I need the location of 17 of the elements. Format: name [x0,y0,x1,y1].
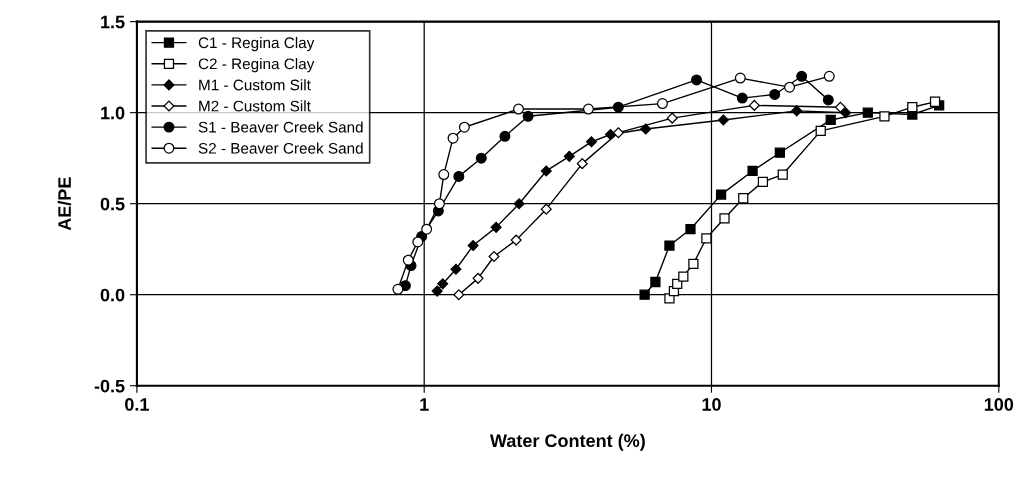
y-tick-label: 1.5 [101,15,125,29]
legend-label: C2 - Regina Clay [198,58,315,73]
x-tick-label: 10 [702,398,721,411]
y-axis-title: AE/PE [57,177,72,231]
legend-label: M1 - Custom Silt [199,79,311,91]
x-tick-label: 100 [984,398,1014,411]
y-tick-label: 1.0 [101,106,125,120]
legend-label: S1 - Beaver Creek Sand [198,121,363,133]
x-tick-label: 0.1 [125,398,149,411]
legend-label: C1 - Regina Clay [198,36,315,52]
legend-label: M2 - Custom Silt [199,100,311,112]
x-tick-label: 1 [420,398,429,411]
y-tick-label: 0.5 [100,197,125,211]
y-tick-label: 0.0 [100,288,125,302]
y-tick-label: -0.5 [94,379,125,393]
legend-label: S2 - Beaver Creek Sand [198,142,363,154]
x-axis-title: Water Content (%) [489,433,645,451]
